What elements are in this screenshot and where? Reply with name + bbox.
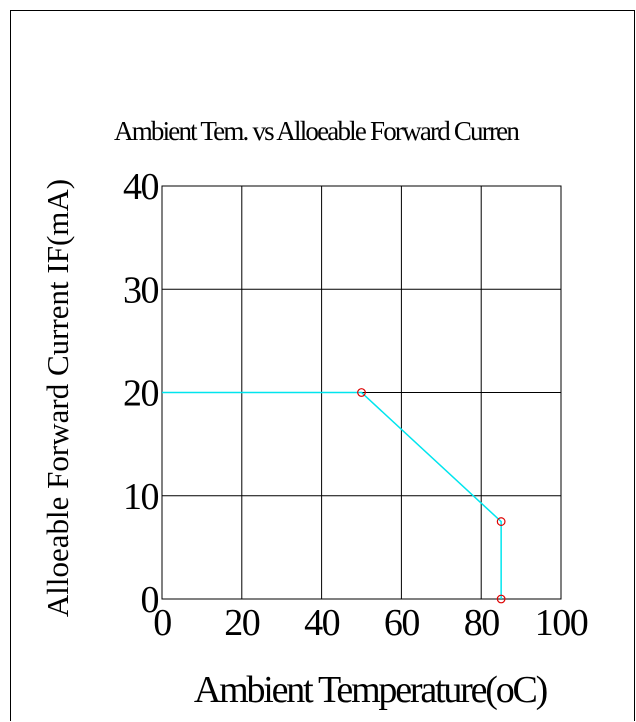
x-tick-label: 80 xyxy=(464,602,500,644)
x-tick-label: 100 xyxy=(535,602,588,644)
data-point-marker xyxy=(496,517,506,526)
data-point-marker xyxy=(496,594,506,604)
x-tick-label: 60 xyxy=(384,602,420,644)
y-tick-label: 10 xyxy=(123,476,159,518)
x-tick-label: 0 xyxy=(153,602,171,644)
series-polyline xyxy=(162,391,502,599)
chart-frame xyxy=(10,10,635,721)
y-axis-label: Alloeable Forward Current IF(mA) xyxy=(40,179,75,617)
x-tick-label: 20 xyxy=(224,602,260,644)
y-tick-label: 0 xyxy=(141,579,159,621)
x-axis-label: Ambient Temperature(oC) xyxy=(194,669,547,711)
y-tick-label: 40 xyxy=(123,166,159,208)
y-tick-labels: 0 10 20 30 40 xyxy=(123,166,160,621)
chart-title: Ambient Tem. vs Alloeable Forward Curren xyxy=(114,116,520,146)
data-markers xyxy=(357,388,506,604)
y-tick-label: 20 xyxy=(123,373,159,415)
series-line xyxy=(162,391,502,599)
data-point-marker xyxy=(357,388,366,397)
x-tick-labels: 0 20 40 60 80 100 xyxy=(153,602,589,644)
x-tick-label: 40 xyxy=(304,602,340,644)
y-tick-label: 30 xyxy=(123,269,159,311)
